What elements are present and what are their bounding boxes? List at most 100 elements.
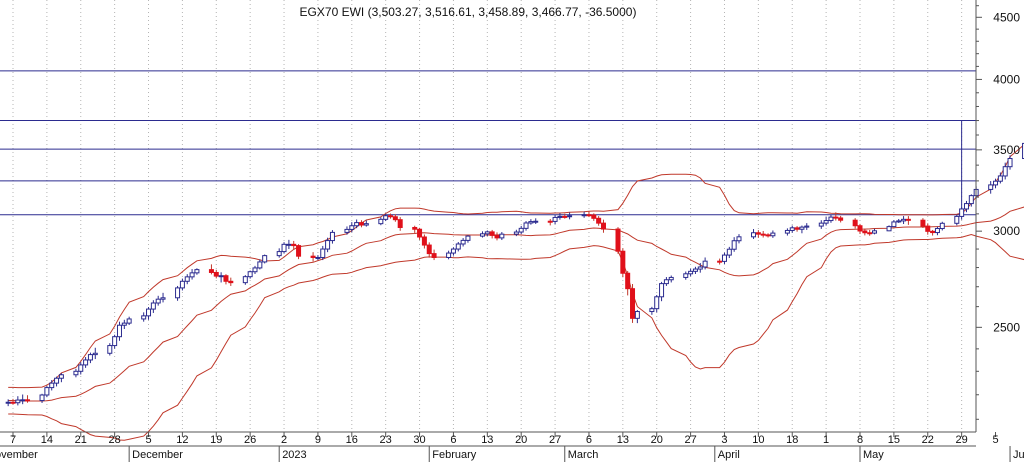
candle <box>518 225 524 235</box>
candle <box>5 399 11 407</box>
candle-body <box>426 244 432 255</box>
candle-body <box>15 399 21 404</box>
candle-body <box>518 227 524 233</box>
candle-body <box>310 255 316 258</box>
candle <box>692 266 698 274</box>
candle <box>349 222 355 233</box>
candle-body <box>794 227 800 230</box>
candle-body <box>993 180 999 186</box>
candle-body <box>852 219 858 227</box>
candle <box>412 225 418 233</box>
candle-body <box>213 271 219 277</box>
month-label: February <box>432 449 477 461</box>
candle-body <box>155 298 161 304</box>
candle <box>257 259 263 270</box>
candle <box>697 263 703 273</box>
candle <box>83 357 89 368</box>
candle <box>87 352 93 364</box>
candle <box>126 316 132 326</box>
candle <box>107 343 113 356</box>
candle <box>223 274 229 285</box>
candle <box>465 235 471 243</box>
candle <box>833 212 839 221</box>
candle <box>175 285 181 301</box>
candle <box>968 194 974 207</box>
candle <box>591 213 597 221</box>
candle <box>765 233 771 238</box>
candle-body <box>702 260 708 268</box>
candle <box>141 312 147 322</box>
candle-body <box>838 217 844 221</box>
candle-body <box>421 236 427 246</box>
candle-body <box>175 287 181 299</box>
candle-body <box>460 239 466 245</box>
candle-body <box>184 276 190 282</box>
candle-body <box>513 231 519 235</box>
candle-body <box>886 226 892 232</box>
candle-body <box>862 230 868 234</box>
candle <box>116 321 122 341</box>
candle-body <box>83 359 89 366</box>
candle <box>581 211 587 218</box>
month-label: 2023 <box>282 449 306 461</box>
candle-body <box>194 269 200 274</box>
chart-title: EGX70 EWI (3,503.27, 3,516.61, 3,458.89,… <box>300 5 637 19</box>
candle <box>112 334 118 349</box>
candle <box>184 274 190 285</box>
candle-body <box>112 336 118 347</box>
x-tick-label: 12 <box>176 434 188 446</box>
candle <box>179 278 185 291</box>
candle-body <box>552 216 558 222</box>
candle-body <box>697 266 703 270</box>
x-tick-label: 29 <box>956 434 968 446</box>
candle <box>934 226 940 236</box>
candle-body <box>431 253 437 258</box>
x-tick-label: 27 <box>549 434 561 446</box>
candle-body <box>1022 142 1024 160</box>
candle-body <box>344 228 350 233</box>
candle-body <box>354 222 360 227</box>
candle <box>533 218 539 224</box>
candle <box>363 220 369 227</box>
candle-body <box>581 214 587 217</box>
candle <box>315 255 321 261</box>
candle-body <box>959 208 965 217</box>
candle <box>717 258 723 265</box>
candle-body <box>901 218 907 222</box>
y-tick-label: 3000 <box>993 224 1020 238</box>
x-tick-label: 20 <box>651 434 663 446</box>
candle <box>930 229 936 236</box>
candle <box>15 396 21 406</box>
candle <box>291 240 297 250</box>
candle-body <box>329 231 335 242</box>
candle <box>228 277 234 286</box>
candle-body <box>988 184 994 190</box>
candle-body <box>896 220 902 223</box>
candle <box>852 218 858 229</box>
candle <box>378 217 384 226</box>
candle <box>838 215 844 223</box>
candle <box>896 218 902 223</box>
candle-body <box>934 228 940 234</box>
candle-body <box>528 221 534 224</box>
candle-body <box>905 218 911 221</box>
candles <box>5 142 1024 407</box>
candle <box>600 219 606 233</box>
candle <box>925 223 931 235</box>
candle <box>276 248 282 258</box>
x-tick-label: 7 <box>10 434 16 446</box>
candle-body <box>557 215 563 218</box>
candle <box>417 227 423 240</box>
candle <box>499 232 505 241</box>
candle-body <box>755 232 761 235</box>
x-tick-label: 3 <box>721 434 727 446</box>
candle-body <box>179 280 185 289</box>
candle-body <box>630 288 636 319</box>
plot-area <box>0 0 976 432</box>
candle <box>939 221 945 231</box>
candle <box>92 347 98 360</box>
candle <box>760 230 766 238</box>
candle <box>1022 142 1024 160</box>
candle <box>634 310 640 324</box>
y-axis: 2500 3000 3500 4000 4500 <box>976 5 1020 420</box>
